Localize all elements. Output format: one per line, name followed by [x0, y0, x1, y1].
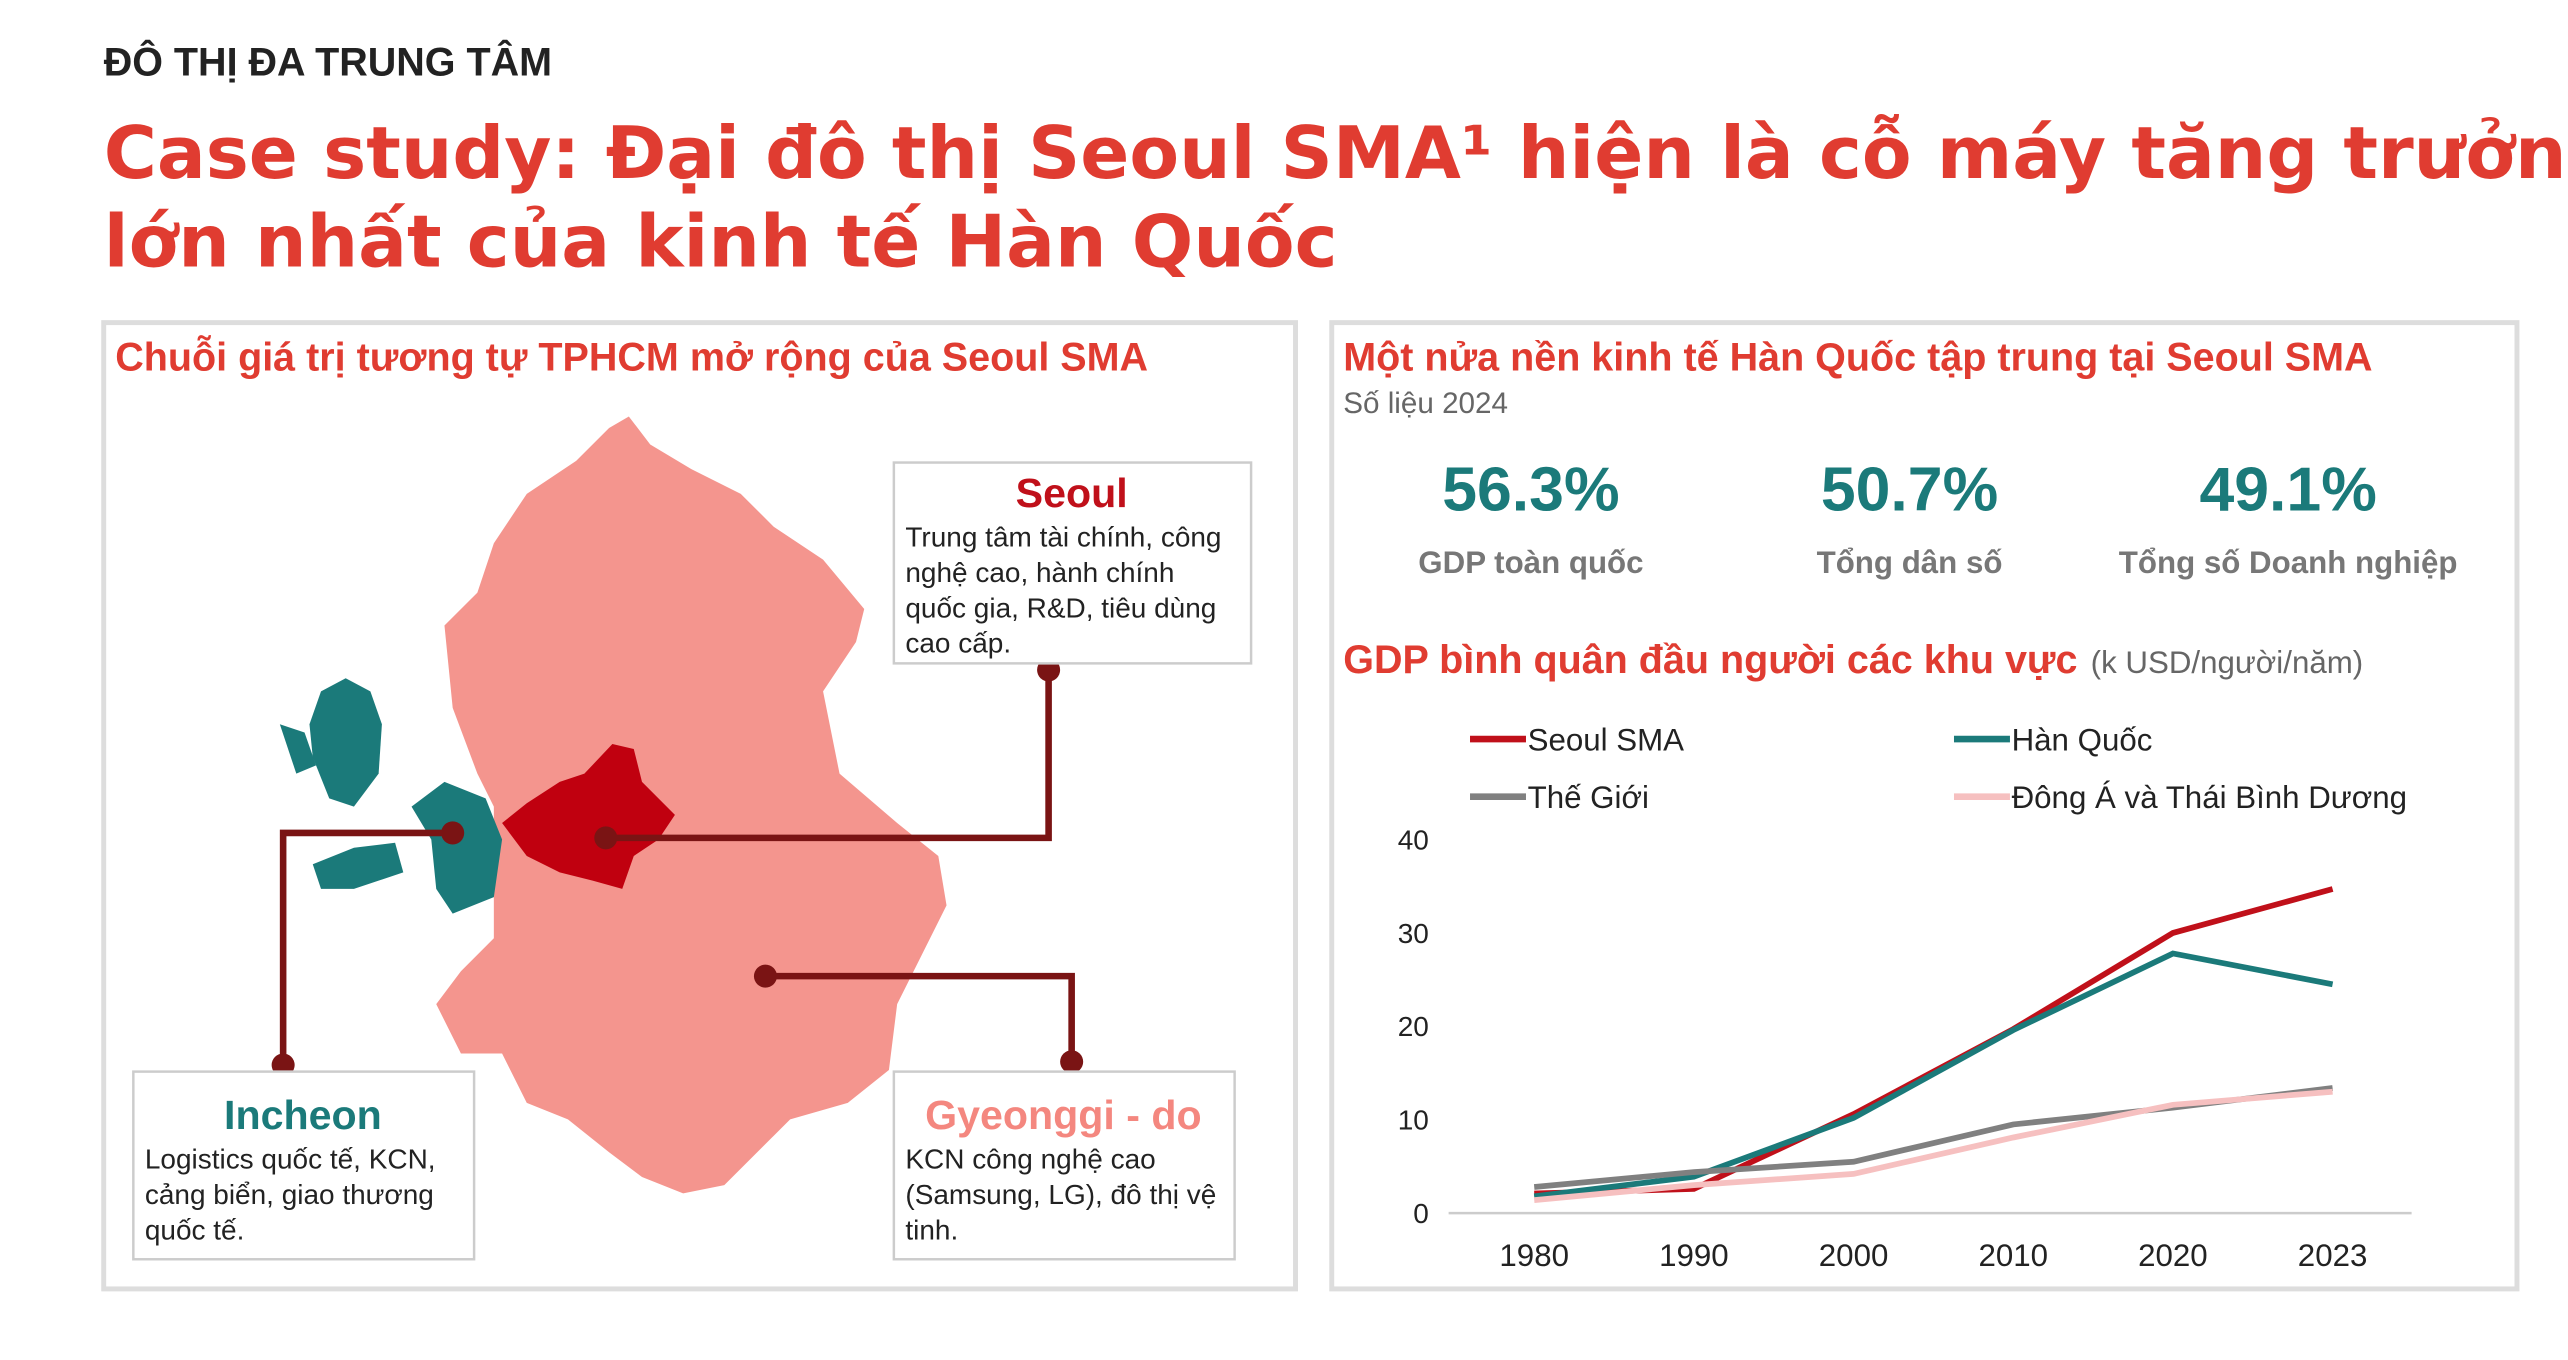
callout-text: tinh.	[905, 1215, 958, 1246]
callout: Incheon Logistics quốc tế, KCN, cảng biển…	[132, 1070, 476, 1261]
chart-unit: (k USD/người/năm)	[2091, 645, 2364, 680]
callout-text: cảng biển, giao thương	[145, 1179, 434, 1210]
title: Case study: Đại đô thị Seoul SMA¹ hiện l…	[104, 112, 2568, 196]
map	[271, 416, 1084, 1194]
chart-title-text: GDP bình quân đầu người các khu vực	[1343, 638, 2077, 682]
series-line	[1534, 886, 2334, 1197]
stat-label: Tổng số Doanh nghiệp	[2119, 545, 2458, 580]
y-tick-label: 20	[1398, 1011, 1429, 1042]
y-tick-label: 40	[1398, 824, 1429, 855]
panel	[101, 320, 1298, 1292]
y-tick-label: 30	[1398, 918, 1429, 949]
x-tick-label: 2010	[1978, 1238, 2048, 1273]
gyeonggi-shape	[436, 416, 947, 1194]
stat-label: Tổng dân số	[1817, 545, 2003, 580]
x-tick-label: 2020	[2138, 1238, 2208, 1273]
kicker: ĐÔ THỊ ĐA TRUNG TÂM	[104, 40, 552, 85]
x-tick-label: 2000	[1819, 1238, 1889, 1273]
callout-text: (Samsung, LG), đô thị vệ	[905, 1179, 1216, 1210]
line-chart: 0 10 20 30 40 1980 1990 2000 2010 2020 2023 Seoul S…	[1398, 723, 2412, 1273]
seoul-shape	[502, 744, 675, 889]
stat-value: 49.1%	[2199, 454, 2376, 524]
callout: Seoul Trung tâm tài chính, công nghệ cao,…	[892, 461, 1253, 665]
callout-text: Trung tâm tài chính, công	[905, 522, 1221, 553]
panel-subtitle: Số liệu 2024	[1343, 387, 1508, 420]
x-tick-label: 2023	[2298, 1238, 2368, 1273]
callout-text: Logistics quốc tế, KCN,	[145, 1144, 436, 1175]
panel	[1329, 320, 2520, 1292]
callout-title: Gyeonggi - do	[925, 1092, 1202, 1138]
legend-label: Hàn Quốc	[2012, 723, 2153, 758]
callout-text: quốc tế.	[145, 1215, 245, 1246]
callout-text: nghệ cao, hành chính	[905, 557, 1174, 588]
callout-text: KCN công nghệ cao	[905, 1144, 1155, 1175]
y-tick-label: 0	[1413, 1198, 1429, 1229]
x-tick-label: 1990	[1659, 1238, 1729, 1273]
title: lớn nhất của kinh tế Hàn Quốc	[104, 201, 1338, 285]
series-line	[1533, 950, 2334, 1200]
stat-value: 50.7%	[1821, 454, 1998, 524]
panel-title: Chuỗi giá trị tương tự TPHCM mở rộng của…	[115, 335, 1148, 379]
callout-title: Incheon	[224, 1092, 382, 1138]
stat-value: 56.3%	[1442, 454, 1619, 524]
connectors	[279, 669, 1075, 1066]
callout: Gyeonggi - do KCN công nghệ cao (Samsung,…	[892, 1070, 1236, 1261]
legend-label: Đông Á và Thái Bình Dương	[2012, 780, 2407, 815]
callout-title: Seoul	[1016, 470, 1128, 516]
chart-title: GDP bình quân đầu người các khu vực (k US…	[1343, 638, 2363, 682]
legend-label: Seoul SMA	[1528, 723, 1685, 758]
callout-text: quốc gia, R&D, tiêu dùng	[905, 592, 1216, 623]
stats: 56.3% GDP toàn quốc 50.7% Tổng dân số 49.1% T…	[1418, 454, 2457, 580]
callout-text: cao cấp.	[905, 628, 1011, 659]
panel-title: Một nửa nền kinh tế Hàn Quốc tập trung t…	[1343, 335, 2372, 379]
stat-label: GDP toàn quốc	[1418, 545, 1643, 580]
x-tick-label: 1980	[1499, 1238, 1569, 1273]
series-line	[1533, 1088, 2333, 1203]
legend-label: Thế Giới	[1528, 780, 1649, 815]
incheon-shape	[279, 678, 503, 914]
y-tick-label: 10	[1398, 1105, 1429, 1136]
